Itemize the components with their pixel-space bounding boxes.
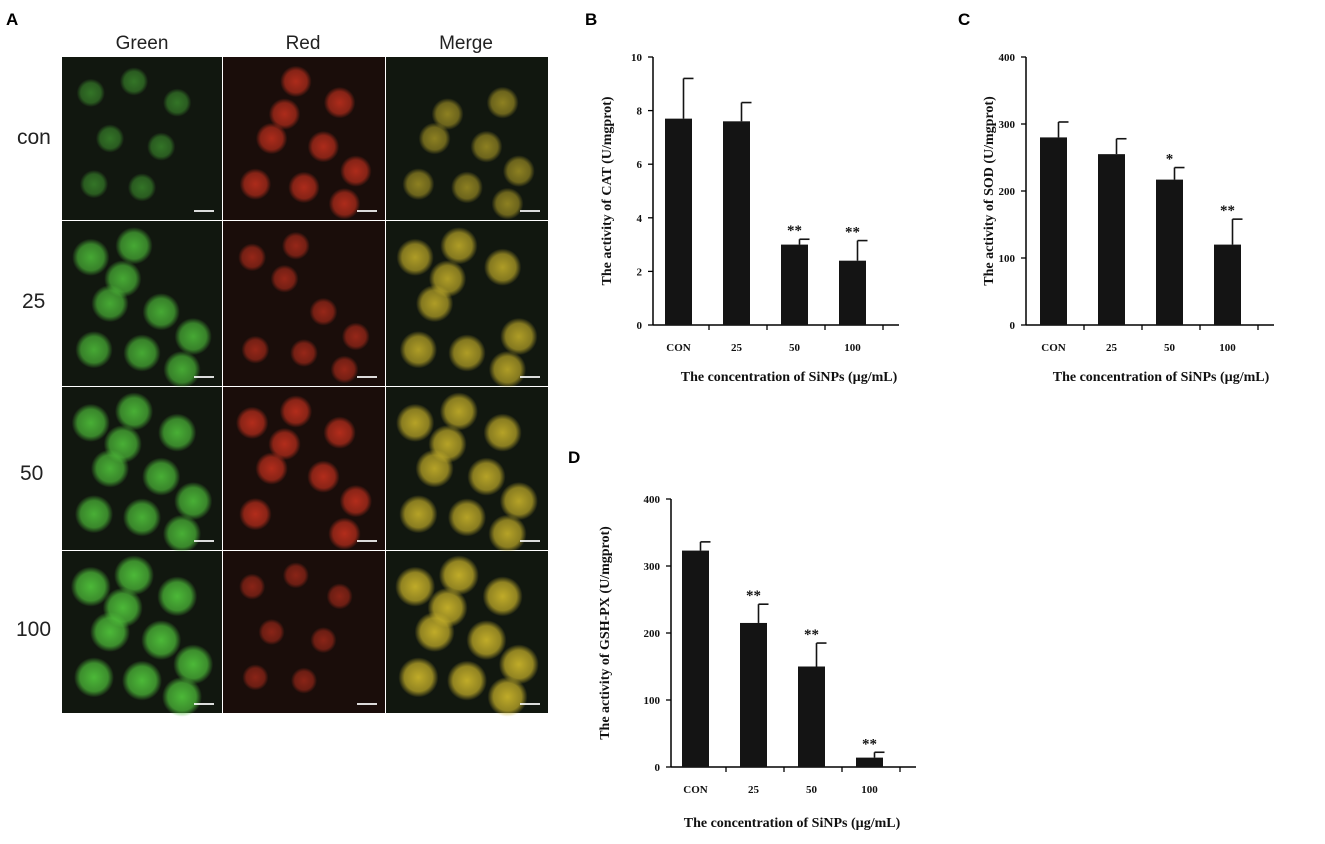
cat-y-tick-label: 2	[637, 266, 643, 278]
gsh-px-x-tick-label: 100	[861, 784, 878, 796]
gsh-px-y-tick-label: 400	[644, 494, 661, 506]
cat-significance-mark: **	[787, 223, 802, 239]
sod-y-tick-label: 0	[1010, 320, 1016, 332]
gsh-px-y-axis-label: The activity of GSH-PX (U/mgprot)	[598, 526, 613, 740]
cat-y-tick-label: 10	[631, 52, 643, 64]
gsh-px-bar-100	[856, 757, 883, 767]
sod-x-axis-label: The concentration of SiNPs (µg/mL)	[1053, 370, 1270, 385]
cat-bar-100	[839, 260, 866, 325]
gsh-px-bar-50	[798, 666, 825, 767]
gsh-px-y-tick-label: 300	[644, 561, 661, 573]
sod-y-tick-label: 200	[999, 186, 1016, 198]
row-label-con: con	[17, 126, 51, 149]
sod-significance-mark: **	[1220, 203, 1235, 219]
cat-bar-50	[781, 244, 808, 325]
cat-y-tick-label: 6	[637, 159, 643, 171]
cat-x-tick-label: 25	[731, 342, 743, 354]
sod-y-tick-label: 400	[999, 52, 1016, 64]
sod-bar-50	[1156, 179, 1183, 325]
cat-x-tick-label: CON	[666, 342, 691, 354]
row-label-25: 25	[22, 290, 46, 313]
micrograph-grid	[62, 57, 548, 717]
gsh-px-x-tick-label: 50	[806, 784, 818, 796]
gsh-px-y-tick-label: 0	[655, 762, 661, 774]
panel-letter-c: C	[958, 10, 971, 29]
sod-x-tick-label: 25	[1106, 342, 1118, 354]
cat-bar-25	[723, 121, 750, 325]
cat-x-tick-label: 50	[789, 342, 801, 354]
gsh-px-significance-mark: **	[862, 736, 877, 752]
sod-significance-mark: *	[1166, 152, 1174, 168]
row-label-50: 50	[20, 462, 44, 485]
sod-x-tick-label: 50	[1164, 342, 1176, 354]
sod-y-tick-label: 300	[999, 119, 1016, 131]
gsh-px-significance-mark: **	[746, 588, 761, 604]
row-label-100: 100	[16, 618, 52, 641]
cat-y-axis-label: The activity of CAT (U/mgprot)	[600, 96, 615, 285]
gsh-px-x-tick-label: 25	[748, 784, 760, 796]
gsh-px-y-tick-label: 200	[644, 628, 661, 640]
cat-x-axis-label: The concentration of SiNPs (µg/mL)	[681, 370, 898, 385]
column-header-green: Green	[115, 33, 169, 54]
sod-bar-25	[1098, 154, 1125, 325]
gsh-px-significance-mark: **	[804, 627, 819, 643]
cat-significance-mark: **	[845, 225, 860, 241]
gsh-px-x-tick-label: CON	[683, 784, 708, 796]
gsh-px-bar-25	[740, 622, 767, 767]
cat-y-tick-label: 0	[637, 320, 643, 332]
panel-letter-d: D	[568, 448, 581, 467]
cat-y-tick-label: 4	[637, 213, 643, 225]
sod-x-tick-label: CON	[1041, 342, 1066, 354]
column-header-red: Red	[285, 33, 321, 54]
sod-x-tick-label: 100	[1219, 342, 1236, 354]
sod-bar-CON	[1040, 137, 1067, 325]
cat-x-tick-label: 100	[844, 342, 861, 354]
cat-y-tick-label: 8	[637, 106, 643, 118]
panel-letter-a: A	[6, 10, 19, 29]
gsh-px-bar-CON	[682, 550, 709, 767]
sod-bar-100	[1214, 244, 1241, 325]
cat-bar-CON	[665, 118, 692, 325]
sod-y-tick-label: 100	[999, 253, 1016, 265]
column-header-merge: Merge	[439, 33, 493, 54]
gsh-px-y-tick-label: 100	[644, 695, 661, 707]
panel-letter-b: B	[585, 10, 598, 29]
gsh-px-x-axis-label: The concentration of SiNPs (µg/mL)	[684, 816, 901, 831]
sod-y-axis-label: The activity of SOD (U/mgprot)	[982, 96, 997, 286]
